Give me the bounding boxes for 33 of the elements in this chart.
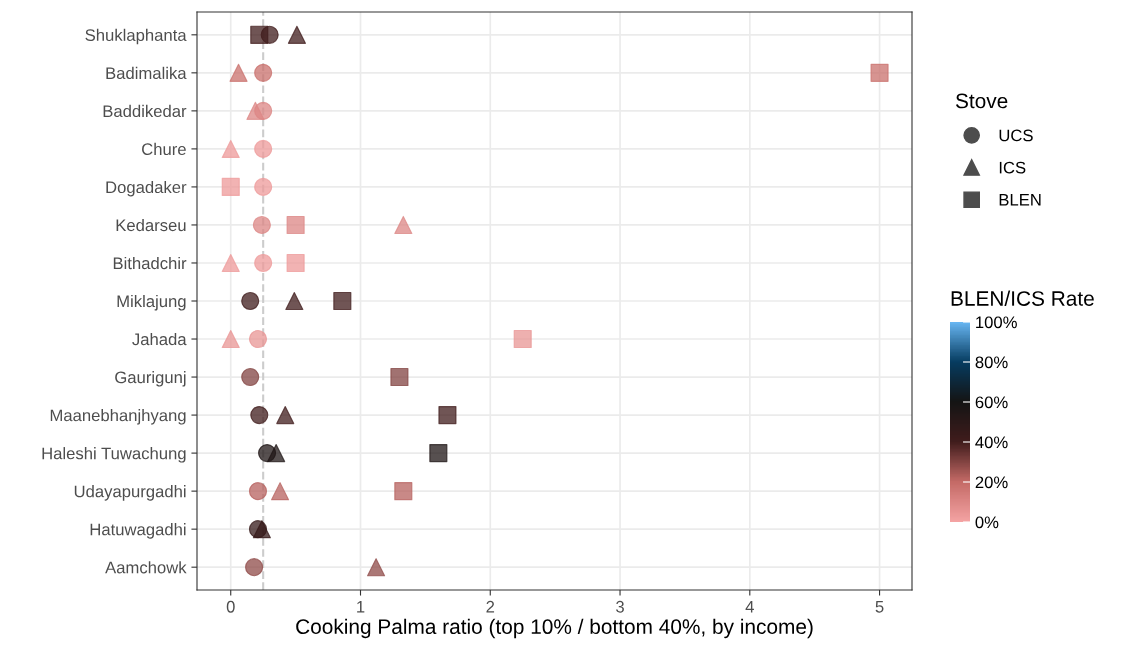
y-tick-label: Chure xyxy=(142,142,186,156)
y-tick-label: Gaurigunj xyxy=(115,371,186,387)
y-tick-label: Jahada xyxy=(132,332,187,346)
color-bar-label: 80% xyxy=(975,356,1008,369)
x-tick-label: 0 xyxy=(226,600,235,613)
legend-label: ICS xyxy=(999,161,1026,174)
x-axis-title: Cooking Palma ratio (top 10% / bottom 40%, by income) xyxy=(296,618,813,639)
y-tick-label: Miklajung xyxy=(117,294,186,311)
y-tick-label: Udayapurgadhi xyxy=(74,485,186,501)
y-tick-label: Shuklaphanta xyxy=(85,28,187,45)
color-bar-title: BLEN/ICS Rate xyxy=(951,290,1094,306)
color-bar-label: 20% xyxy=(975,476,1008,489)
color-bar-label: 40% xyxy=(975,436,1008,449)
y-tick-label: Hatuwagadhi xyxy=(90,523,186,539)
x-tick-label: 1 xyxy=(357,601,365,613)
x-tick-label: 2 xyxy=(486,600,495,613)
y-tick-label: Badimalika xyxy=(106,66,187,80)
color-bar-label: 100% xyxy=(976,316,1017,329)
y-tick-label: Kedarseu xyxy=(116,218,186,232)
y-tick-label: Bithadchir xyxy=(113,256,187,270)
y-tick-label: Haleshi Tuwachung xyxy=(42,447,186,463)
legend-title: Stove xyxy=(955,93,1008,109)
y-tick-label: Dogadaker xyxy=(106,180,187,197)
color-bar-label: 60% xyxy=(975,396,1008,409)
legend-label: BLEN xyxy=(999,194,1041,206)
y-tick-label: Aamchowk xyxy=(105,561,187,574)
x-tick-label: 5 xyxy=(875,601,884,613)
y-tick-label: Maanebhanjhyang xyxy=(50,409,186,425)
legend-label: UCS xyxy=(999,129,1033,142)
color-bar-label: 0% xyxy=(975,516,999,529)
x-tick-label: 3 xyxy=(616,600,624,613)
x-tick-label: 4 xyxy=(745,601,754,613)
y-tick-label: Baddikedar xyxy=(103,104,187,118)
